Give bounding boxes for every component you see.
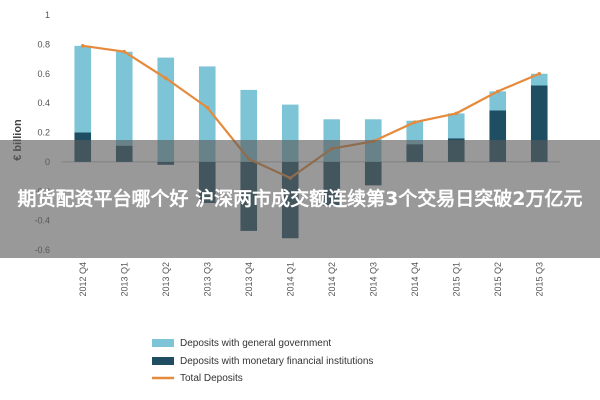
total-deposits-point <box>80 44 85 48</box>
legend: Deposits with general government Deposits… <box>152 338 373 384</box>
bar-general-government <box>198 66 216 162</box>
total-deposits-point <box>412 120 417 125</box>
x-tick-label: 2015 Q2 <box>493 262 503 297</box>
legend-swatch <box>152 339 174 347</box>
x-tick-label: 2014 Q2 <box>327 262 337 297</box>
bar-general-government <box>115 51 133 146</box>
total-deposits-point <box>537 71 542 76</box>
x-tick-label: 2013 Q4 <box>244 262 254 297</box>
total-deposits-point <box>205 105 210 110</box>
total-deposits-point <box>163 76 168 80</box>
x-tick-label: 2013 Q1 <box>119 262 129 297</box>
x-tick-label: 2012 Q4 <box>78 262 88 297</box>
y-tick-label: 0.6 <box>37 69 50 79</box>
y-tick-label: 0.4 <box>37 98 50 108</box>
bar-general-government <box>406 120 424 145</box>
x-tick-label: 2014 Q4 <box>410 262 420 297</box>
y-tick-label: 0.2 <box>37 128 50 138</box>
legend-label: Deposits with general government <box>180 338 331 349</box>
total-deposits-point <box>454 111 459 116</box>
legend-label: Total Deposits <box>180 373 243 384</box>
x-tick-label: 2013 Q2 <box>161 262 171 297</box>
bar-general-government <box>157 57 175 162</box>
total-deposits-point <box>122 49 127 54</box>
total-deposits-point <box>495 89 500 94</box>
x-tick-label: 2015 Q3 <box>534 262 544 297</box>
bar-general-government <box>74 45 92 133</box>
headline-text: 期货配资平台哪个好 沪深两市成交额连续第3个交易日突破2万亿元 <box>17 188 583 210</box>
headline-banner: 期货配资平台哪个好 沪深两市成交额连续第3个交易日突破2万亿元 <box>0 140 600 258</box>
bar-general-government <box>489 91 507 111</box>
y-tick-label: 0.8 <box>37 39 50 49</box>
x-axis-ticks: 2012 Q4 2013 Q1 2013 Q2 2013 Q3 2013 Q4 2014 … <box>78 262 545 297</box>
bar-general-government <box>530 73 548 86</box>
x-tick-label: 2014 Q3 <box>368 262 378 297</box>
bar-general-government <box>447 113 465 139</box>
legend-label: Deposits with monetary financial institu… <box>180 356 373 367</box>
x-tick-label: 2015 Q1 <box>451 262 461 297</box>
x-tick-label: 2013 Q3 <box>202 262 212 297</box>
x-tick-label: 2014 Q1 <box>285 262 295 297</box>
legend-swatch <box>152 357 174 365</box>
y-tick-label: 1 <box>45 10 50 20</box>
